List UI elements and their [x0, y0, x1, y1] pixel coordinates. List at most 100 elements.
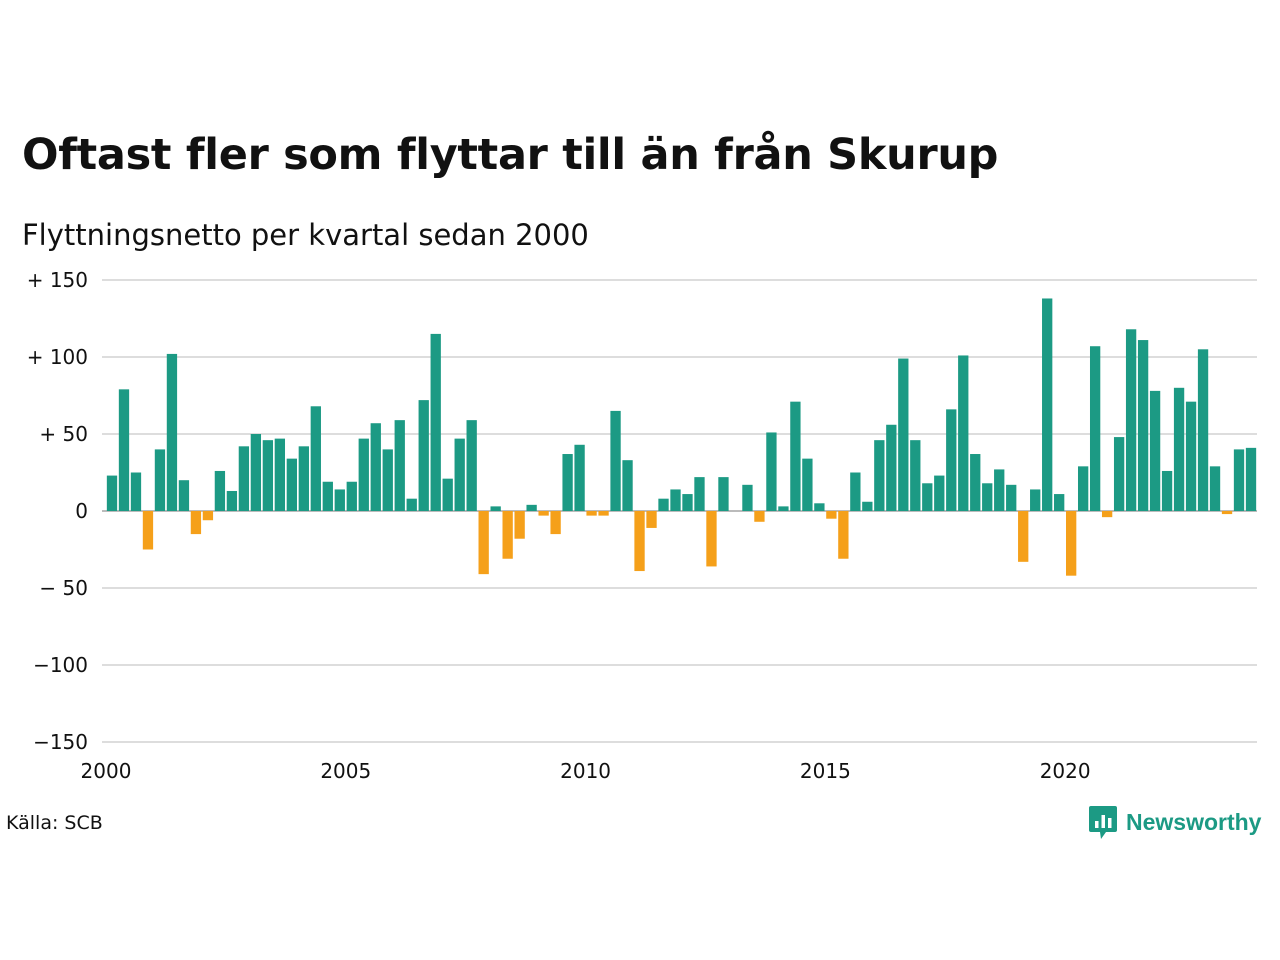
bar: [658, 498, 669, 511]
y-tick-label: + 50: [39, 422, 88, 446]
bar: [1209, 466, 1221, 511]
bar: [946, 409, 957, 511]
bar: [166, 353, 178, 511]
bar: [814, 503, 825, 511]
bar: [898, 358, 909, 511]
bar: [394, 420, 405, 511]
bar: [1042, 298, 1053, 511]
bar: [1197, 349, 1209, 511]
bar: [706, 511, 717, 567]
bar: [514, 511, 525, 539]
bar: [622, 460, 633, 511]
bar: [1185, 401, 1197, 511]
bar: [130, 472, 142, 511]
y-tick-label: −100: [33, 653, 88, 677]
bar: [406, 498, 417, 511]
y-axis-labels: + 150 + 100 + 50 0 − 50 −100 −150: [27, 268, 88, 754]
bar: [934, 475, 945, 511]
bar: [538, 511, 549, 516]
bar: [550, 511, 561, 535]
x-tick-label: 2000: [81, 759, 132, 783]
bar: [1173, 387, 1185, 511]
bar: [958, 355, 969, 511]
bar: [346, 481, 357, 511]
y-tick-label: −150: [33, 730, 88, 754]
bar: [610, 410, 621, 511]
gridlines: [102, 279, 1257, 743]
bar: [1101, 511, 1113, 518]
bar: [1006, 484, 1017, 511]
bar: [106, 475, 118, 511]
bar: [778, 506, 789, 511]
bar: [322, 481, 333, 511]
chart-title: Oftast fler som flyttar till än från Sku…: [22, 130, 999, 180]
bar: [1089, 346, 1101, 511]
bar: [1149, 390, 1161, 511]
bar: [1066, 511, 1077, 576]
bar: [526, 504, 537, 511]
bar: [646, 511, 657, 528]
bar: [1245, 447, 1257, 511]
y-tick-label: 0: [75, 499, 88, 523]
bar: [310, 406, 321, 511]
brand-logo[interactable]: Newsworthy: [1088, 804, 1261, 840]
source-note: Källa: SCB: [6, 812, 103, 834]
bar: [1054, 494, 1065, 511]
x-tick-label: 2010: [560, 759, 611, 783]
bar: [298, 446, 309, 511]
y-tick-label: + 150: [27, 268, 88, 292]
bar: [190, 511, 202, 535]
bar: [502, 511, 513, 559]
bar: [922, 483, 933, 511]
bar: [766, 432, 777, 511]
chart-subtitle: Flyttningsnetto per kvartal sedan 2000: [22, 218, 589, 252]
bar: [838, 511, 849, 559]
bar: [982, 483, 993, 511]
bar: [886, 424, 897, 511]
newsworthy-logo-icon: [1089, 806, 1117, 839]
bar: [370, 423, 381, 511]
bar: [250, 434, 262, 511]
bar: [454, 438, 465, 511]
x-axis-labels: 2000 2005 2010 2015 2020: [81, 759, 1091, 783]
bar: [1113, 437, 1125, 511]
bar: [802, 458, 813, 511]
bar: [1221, 511, 1233, 515]
bar: [334, 489, 345, 511]
bar: [238, 446, 250, 511]
bar: [142, 511, 154, 550]
bar: [562, 454, 573, 511]
bar: [1161, 470, 1173, 511]
bar: [574, 444, 585, 511]
bar: [634, 511, 645, 572]
bars: [106, 298, 1257, 576]
bar: [850, 472, 861, 511]
bar: [586, 511, 597, 516]
bar: [274, 438, 286, 511]
bar: [1233, 449, 1245, 511]
bar: [466, 420, 477, 511]
bar: [694, 477, 705, 511]
bar: [718, 477, 729, 511]
bar: [1137, 340, 1149, 511]
bar: [862, 501, 873, 511]
bar: [754, 511, 765, 522]
bar: [598, 511, 609, 516]
bar: [118, 389, 130, 511]
brand-name: Newsworthy: [1126, 808, 1262, 835]
bar: [202, 511, 214, 521]
bar: [478, 511, 489, 575]
bar: [682, 494, 693, 511]
bar: [994, 469, 1005, 511]
bar: [910, 440, 921, 511]
bar: [874, 440, 885, 511]
bar: [418, 400, 429, 511]
bar: [670, 489, 681, 511]
bar: [382, 449, 393, 511]
bar: [1125, 329, 1137, 511]
bar: [178, 480, 190, 511]
bar: [442, 478, 453, 511]
x-tick-label: 2015: [800, 759, 851, 783]
y-tick-label: + 100: [27, 345, 88, 369]
